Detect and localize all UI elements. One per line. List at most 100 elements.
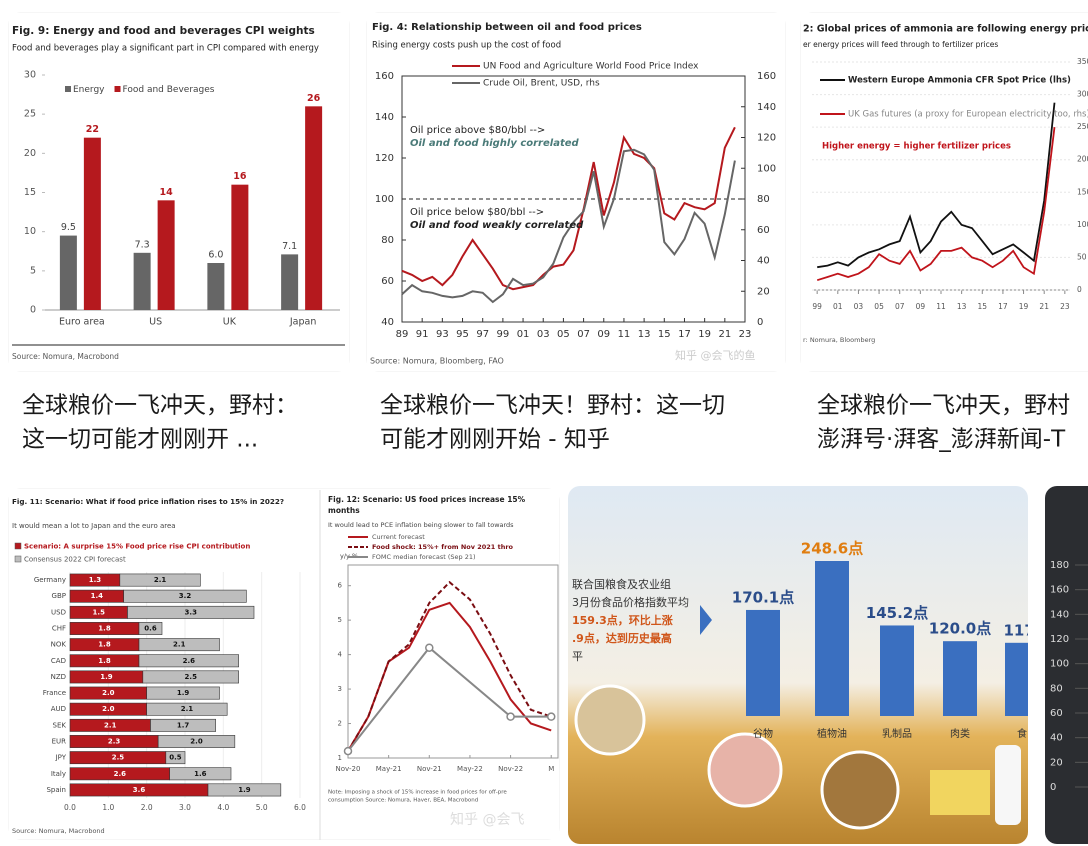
x-tick-label: UK <box>223 317 237 328</box>
y2-tick-label: 150 <box>1077 187 1088 196</box>
card <box>8 12 350 372</box>
x-tick-label: May-21 <box>376 765 402 773</box>
thumbnail[interactable]: Fig. 4: Relationship between oil and foo… <box>366 12 786 372</box>
y-tick-label: Germany <box>34 576 66 584</box>
data-label: 1.6 <box>194 770 207 778</box>
thumbnail[interactable]: Fig. 11: Scenario: What if food price in… <box>8 488 560 840</box>
bar <box>305 106 323 310</box>
thumbnail[interactable]: Fig. 9: Energy and food and beverages CP… <box>8 12 350 372</box>
chart-title: 2: Global prices of ammonia are followin… <box>803 24 1088 35</box>
data-label: 1.8 <box>98 641 111 649</box>
bar <box>142 670 239 684</box>
x-tick-label: 99 <box>812 302 822 311</box>
note: consumption Source: Nomura, Haver, BEA, … <box>328 798 478 804</box>
data-label: 1.9 <box>100 673 113 681</box>
y2-tick-label: 60 <box>757 225 770 236</box>
x-tick-label: Japan <box>289 317 317 328</box>
bar <box>119 573 201 587</box>
x-tick-label: 3.0 <box>179 803 191 812</box>
legend-label: UN Food and Agriculture World Food Price… <box>483 62 699 72</box>
annotation: Oil price above $80/bbl --> <box>410 125 545 136</box>
chart-title: months <box>328 506 360 515</box>
y-tick-label: 30 <box>24 70 36 81</box>
y2-tick-label: 0 <box>1077 285 1082 294</box>
x-tick-label: May-22 <box>457 765 483 773</box>
bar <box>207 783 282 797</box>
line <box>401 148 736 304</box>
data-label: 1.7 <box>177 721 190 729</box>
bar <box>138 638 220 652</box>
y-tick-label: 120 <box>1050 634 1069 645</box>
infographic-text: .9点，达到历史最高 <box>572 631 672 645</box>
bar <box>127 605 255 619</box>
y-tick-label: AUD <box>51 705 66 713</box>
legend-label: Current forecast <box>372 533 425 541</box>
x-tick-label: Euro area <box>59 317 105 328</box>
thumbnail[interactable]: 2: Global prices of ammonia are followin… <box>800 12 1088 372</box>
x-tick-label: 09 <box>597 329 610 340</box>
y-tick-label: 160 <box>375 71 394 82</box>
y2-tick-label: 50 <box>1077 252 1087 261</box>
bar <box>133 252 151 310</box>
y-tick-label: Italy <box>51 770 66 778</box>
data-label: 2.1 <box>154 576 167 584</box>
data-label: 0.5 <box>169 754 182 762</box>
y-tick-label: SEK <box>53 721 67 729</box>
bar <box>123 589 247 603</box>
data-label: 2.0 <box>102 705 115 713</box>
x-tick-label: 13 <box>957 302 967 311</box>
legend-label: Food shock: 15%+ from Nov 2021 thro <box>372 543 514 551</box>
x-tick-label: 03 <box>537 329 550 340</box>
caption: 全球粮价一飞冲天！野村：这一切 <box>380 393 725 419</box>
legend-label: Scenario: A surprise 15% Food price rise… <box>24 543 250 551</box>
data-label: 117. <box>1003 621 1040 639</box>
legend-swatch <box>14 555 22 563</box>
y-tick-label: 4 <box>338 651 343 659</box>
bar <box>138 654 239 668</box>
data-label: 2.0 <box>102 689 115 697</box>
arrow <box>700 605 712 635</box>
line <box>401 126 736 291</box>
infographic-text: 平 <box>572 650 583 663</box>
x-tick-label: 17 <box>678 329 691 340</box>
thumbnail[interactable]: 0 20 40 60 80 100 120 140 160 180 <box>1045 486 1088 844</box>
x-tick-label: 01 <box>517 329 530 340</box>
x-tick-label: 2.0 <box>141 803 153 812</box>
data-label: 170.1点 <box>732 588 794 606</box>
caption: 全球粮价一飞冲天，野村 <box>817 393 1070 419</box>
thumbnail[interactable]: 联合国粮食及农业组 3月份食品价格指数平均 159.3点，环比上涨 .9点，达到历史最… <box>568 486 1041 844</box>
y-tick-label: 15 <box>24 187 36 198</box>
data-label: 2.3 <box>108 738 121 746</box>
y-tick-label: NOK <box>51 641 67 649</box>
y-tick-label: 100 <box>1050 659 1069 670</box>
annotation: Oil and food weakly correlated <box>410 220 584 231</box>
bar <box>207 263 225 310</box>
y-tick-label: USD <box>51 608 66 616</box>
data-label: 3.6 <box>133 786 146 794</box>
x-tick-label: 95 <box>456 329 469 340</box>
data-label: 3.3 <box>185 608 198 616</box>
line <box>347 580 552 752</box>
plot-frame <box>347 564 559 759</box>
data-label: 3.2 <box>179 592 192 600</box>
caption: 可能才刚刚开始 - 知乎 <box>380 427 610 453</box>
y-tick-label: 100 <box>375 194 394 205</box>
food-photo <box>820 750 900 830</box>
legend-label: Crude Oil, Brent, USD, rhs <box>483 79 600 89</box>
note: Note: Imposing a shock of 15% increase i… <box>328 790 507 796</box>
x-tick-label: 5.0 <box>256 803 268 812</box>
y2-tick-label: 120 <box>757 133 776 144</box>
annotation: Oil and food highly correlated <box>410 138 580 149</box>
caption: 澎湃号·湃客_澎湃新闻-T <box>817 427 1066 453</box>
infographic-text: 联合国粮食及农业组 <box>572 577 671 591</box>
x-tick-label: 93 <box>436 329 449 340</box>
x-tick-label: 肉类 <box>950 727 970 740</box>
x-tick-label: 91 <box>416 329 429 340</box>
source: r: Nomura, Bloomberg <box>803 336 875 344</box>
data-label: 0.6 <box>144 625 157 633</box>
y2-tick-label: 80 <box>757 194 770 205</box>
chart-title: Fig. 4: Relationship between oil and foo… <box>372 22 642 33</box>
y-tick-label: 140 <box>375 112 394 123</box>
legend-label: UK Gas futures (a proxy for European ele… <box>848 110 1088 120</box>
x-tick-label: 15 <box>658 329 671 340</box>
